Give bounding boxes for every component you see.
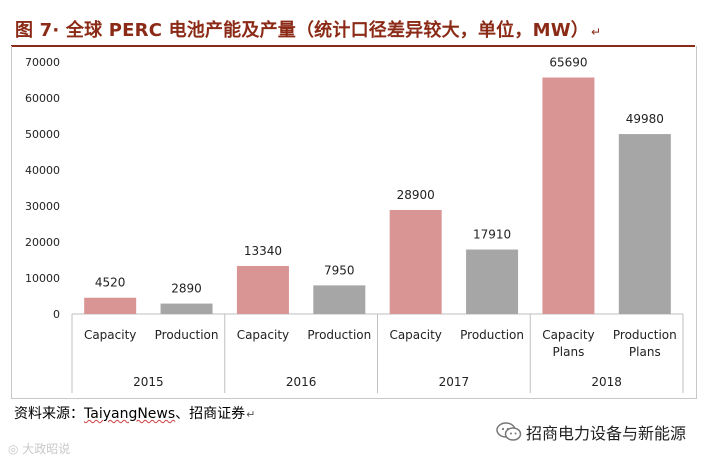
data-label: 49980 [626,112,664,126]
bar-capacity-2016 [236,265,289,314]
y-tick-label: 30000 [25,200,60,213]
chart-frame [11,46,697,399]
wechat-icon [496,422,522,442]
x-category-label: Production [155,328,219,342]
x-category-label: Production [613,328,677,342]
source-note: 资料来源：TaiyangNews、招商证券↵ [14,403,255,423]
x-group-label: 2018 [591,375,622,389]
data-label: 17910 [473,228,511,242]
x-category-label: Production [307,328,371,342]
bar-production-2017 [466,249,519,314]
data-label: 4520 [95,276,126,290]
x-category-label: Production [460,328,524,342]
x-category-label: Capacity [237,328,289,342]
x-category-label: Plans [553,345,585,359]
y-tick-label: 70000 [25,56,60,69]
wechat-account-name: 招商电力设备与新能源 [525,424,686,443]
y-tick-label: 50000 [25,128,60,141]
watermark-text: 大政昭说 [22,442,71,456]
x-category-label: Capacity [389,328,441,342]
source-prefix: 资料来源： [14,406,84,422]
y-tick-label: 0 [53,308,60,321]
bar-capacity-2017 [389,209,442,314]
y-tick-label: 20000 [25,236,60,249]
figure-title: 图 7· 全球 PERC 电池产能及产量（统计口径差异较大，单位，MW） ↵ [15,16,601,42]
data-label: 28900 [397,188,435,202]
bar-capacity-2018 [542,77,595,315]
y-tick-label: 60000 [25,92,60,105]
x-category-label: Capacity [84,328,136,342]
bar-production-2018 [618,134,671,314]
bar-production-2016 [313,285,366,314]
x-group-label: 2017 [439,375,470,389]
source-name-link: TaiyangNews [84,406,176,422]
figure-title-bar: 图 7· 全球 PERC 电池产能及产量（统计口径差异较大，单位，MW） ↵ [11,13,695,47]
figure-title-text: 图 7· 全球 PERC 电池产能及产量（统计口径差异较大，单位，MW） [15,20,589,41]
watermark: ◎ 大政昭说 [8,442,71,456]
bar-production-2015 [160,303,213,314]
paragraph-mark: ↵ [246,408,256,421]
source-suffix: 、招商证券 [175,406,246,422]
data-label: 13340 [244,244,282,258]
y-tick-label: 10000 [25,272,60,285]
paragraph-mark: ↵ [590,25,602,39]
x-category-label: Plans [629,345,661,359]
x-category-label: Capacity [542,328,594,342]
bar-capacity-2015 [84,297,137,314]
data-label: 2890 [171,282,202,296]
wechat-account: 招商电力设备与新能源 [496,420,686,444]
x-group-label: 2015 [133,375,164,389]
perc-bar-chart: 0 10000 20000 30000 40000 50000 60000 70000 4520… [25,56,684,393]
x-group-label: 2016 [286,375,317,389]
data-label: 65690 [549,56,587,70]
data-label: 7950 [324,263,355,277]
y-tick-label: 40000 [25,164,60,177]
